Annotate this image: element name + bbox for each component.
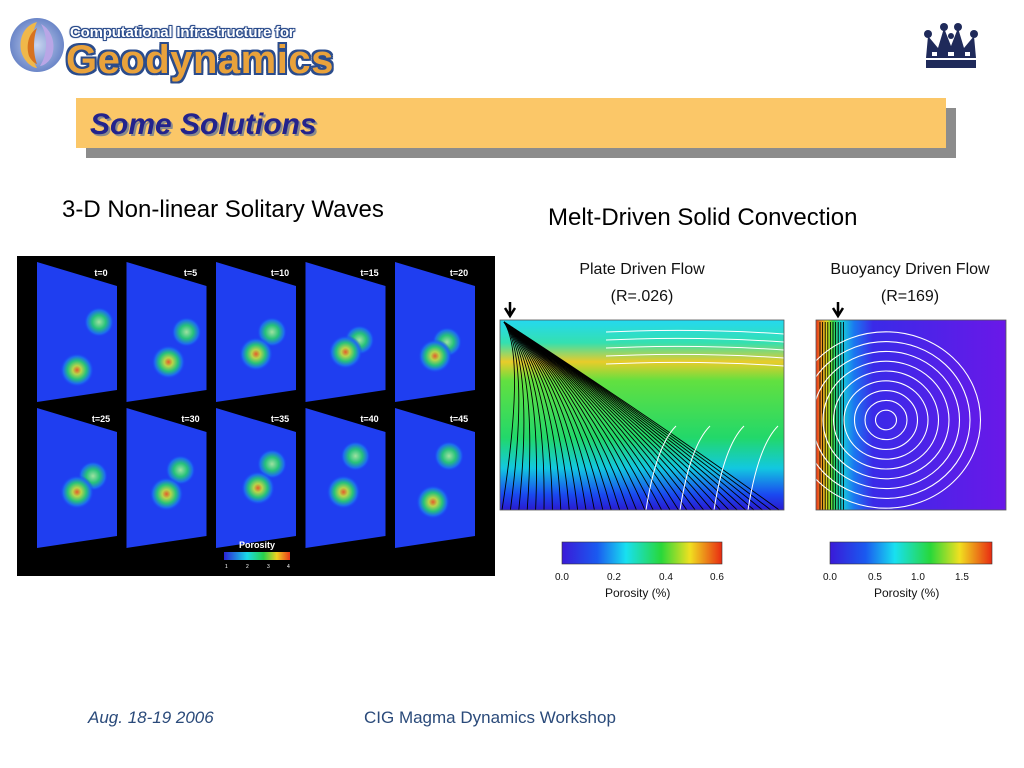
plate-flow-title: Plate Driven Flow	[579, 261, 705, 278]
colorbar-tick: 3	[267, 564, 270, 570]
plate-colorbar-tick: 0.6	[710, 572, 724, 583]
buoyancy-colorbar-tick: 1.0	[911, 572, 925, 583]
colorbar-tick: 4	[287, 564, 290, 570]
wave-frame-label: t=45	[450, 414, 468, 424]
colorbar-tick: 1	[225, 564, 228, 570]
arrow-down-icon	[831, 302, 845, 319]
convection-heading: Melt-Driven Solid Convection	[548, 204, 858, 231]
buoyancy-flow-plot	[812, 302, 1007, 511]
colorbar-tick: 2	[246, 564, 249, 570]
title-banner	[76, 98, 946, 148]
cig-logo-icon	[10, 18, 64, 72]
wave-frame-label: t=0	[94, 268, 107, 278]
wave-frame: t=15	[305, 262, 386, 402]
wave-frame: t=35	[216, 408, 296, 548]
plate-colorbar-tick: 0.4	[659, 572, 673, 583]
arrow-down-icon	[503, 302, 517, 319]
wave-frame-label: t=20	[450, 268, 468, 278]
plate-colorbar-label: Porosity (%)	[605, 586, 671, 600]
wave-frame: t=40	[305, 408, 386, 548]
plate-flow-subtitle: (R=.026)	[610, 288, 674, 305]
wave-frame-label: t=30	[181, 414, 199, 424]
wave-frame: t=45	[395, 408, 475, 548]
plate-colorbar	[561, 541, 723, 565]
solitary-waves-heading: 3-D Non-linear Solitary Waves	[62, 196, 384, 223]
plate-flow-plot	[499, 302, 785, 511]
wave-frame-label: t=5	[184, 268, 197, 278]
wave-frame: t=25	[37, 408, 117, 548]
solitary-waves-frames: t=0 t=5 t=10 t=15 t=20 t=25 t=30 t=35 t=40 t=45 P…	[37, 262, 475, 570]
wave-frame: t=20	[395, 262, 475, 402]
wave-frame: t=30	[126, 408, 207, 548]
wave-frame-label: t=25	[92, 414, 110, 424]
logo-title: Geodynamics	[66, 38, 334, 82]
solitary-waves-image: t=0 t=5 t=10 t=15 t=20 t=25 t=30 t=35 t=40 t=45 P…	[17, 256, 495, 576]
buoyancy-colorbar-label: Porosity (%)	[874, 586, 940, 600]
buoyancy-colorbar-tick: 0.5	[868, 572, 882, 583]
buoyancy-colorbar-tick: 1.5	[955, 572, 969, 583]
wave-frame-label: t=15	[360, 268, 378, 278]
columbia-crown-icon	[924, 23, 978, 68]
porosity-colorbar	[224, 552, 290, 560]
wave-frame: t=5	[126, 262, 207, 402]
buoyancy-colorbar-tick: 0.0	[823, 572, 837, 583]
footer-event: CIG Magma Dynamics Workshop	[364, 708, 616, 727]
buoyancy-flow-subtitle: (R=169)	[880, 288, 940, 305]
slide-title: Some Solutions	[90, 108, 317, 141]
porosity-colorbar-label: Porosity	[239, 540, 275, 550]
wave-frame-label: t=35	[271, 414, 289, 424]
buoyancy-flow-title: Buoyancy Driven Flow	[830, 261, 990, 278]
footer-date: Aug. 18-19 2006	[88, 708, 214, 727]
logo-subtitle: Computational Infrastructure for	[70, 24, 295, 41]
plate-colorbar-tick: 0.0	[555, 572, 569, 583]
wave-frame: t=10	[216, 262, 296, 402]
buoyancy-colorbar	[829, 541, 993, 565]
wave-frame-label: t=40	[360, 414, 378, 424]
plate-colorbar-tick: 0.2	[607, 572, 621, 583]
wave-frame: t=0	[37, 262, 117, 402]
wave-frame-label: t=10	[271, 268, 289, 278]
